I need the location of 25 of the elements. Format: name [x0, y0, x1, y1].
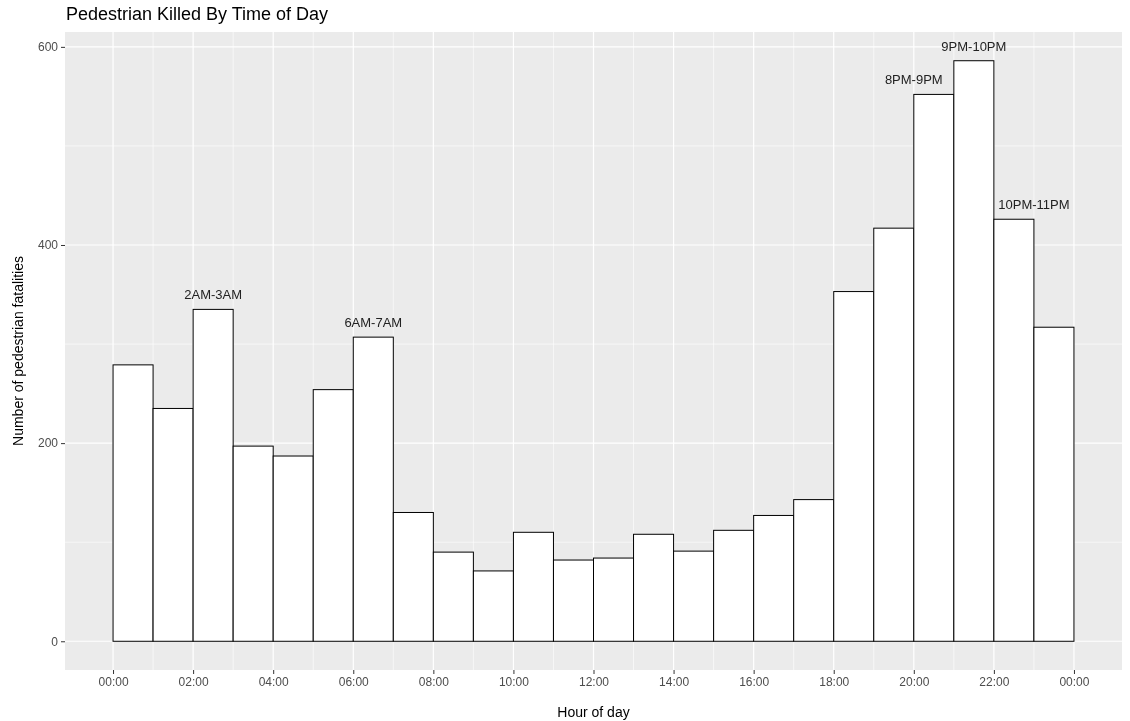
x-tick-label: 02:00 — [178, 674, 209, 689]
x-tick-label: 18:00 — [819, 674, 850, 689]
x-tick-label: 22:00 — [979, 674, 1010, 689]
x-tick-label: 12:00 — [578, 674, 610, 689]
x-tick-label: 10:00 — [498, 674, 530, 689]
annotation: 10PM-11PM — [998, 197, 1070, 213]
x-tick-label: 20:00 — [899, 674, 930, 689]
annotation: 2AM-3AM — [184, 287, 243, 303]
x-tick-label: 16:00 — [739, 674, 770, 689]
x-tick-label: 14:00 — [659, 674, 690, 689]
x-tick-label: 00:00 — [1059, 674, 1090, 689]
annotation: 6AM-7AM — [344, 315, 403, 331]
x-tick-label: 06:00 — [338, 674, 370, 689]
x-tick-label: 00:00 — [98, 674, 129, 689]
y-tick-label: 600 — [37, 40, 59, 55]
y-tick-label: 0 — [51, 634, 59, 649]
x-axis-title: Hour of day — [557, 704, 630, 720]
y-tick-label: 400 — [37, 238, 59, 253]
chart-title: Pedestrian Killed By Time of Day — [66, 4, 329, 24]
x-tick-label: 08:00 — [418, 674, 450, 689]
y-tick-label: 200 — [37, 436, 59, 451]
annotation: 8PM-9PM — [884, 72, 943, 88]
x-tick-label: 04:00 — [258, 674, 290, 689]
annotation: 9PM-10PM — [941, 38, 1007, 54]
y-axis-title: Number of pedestrian fatalities — [10, 256, 26, 446]
